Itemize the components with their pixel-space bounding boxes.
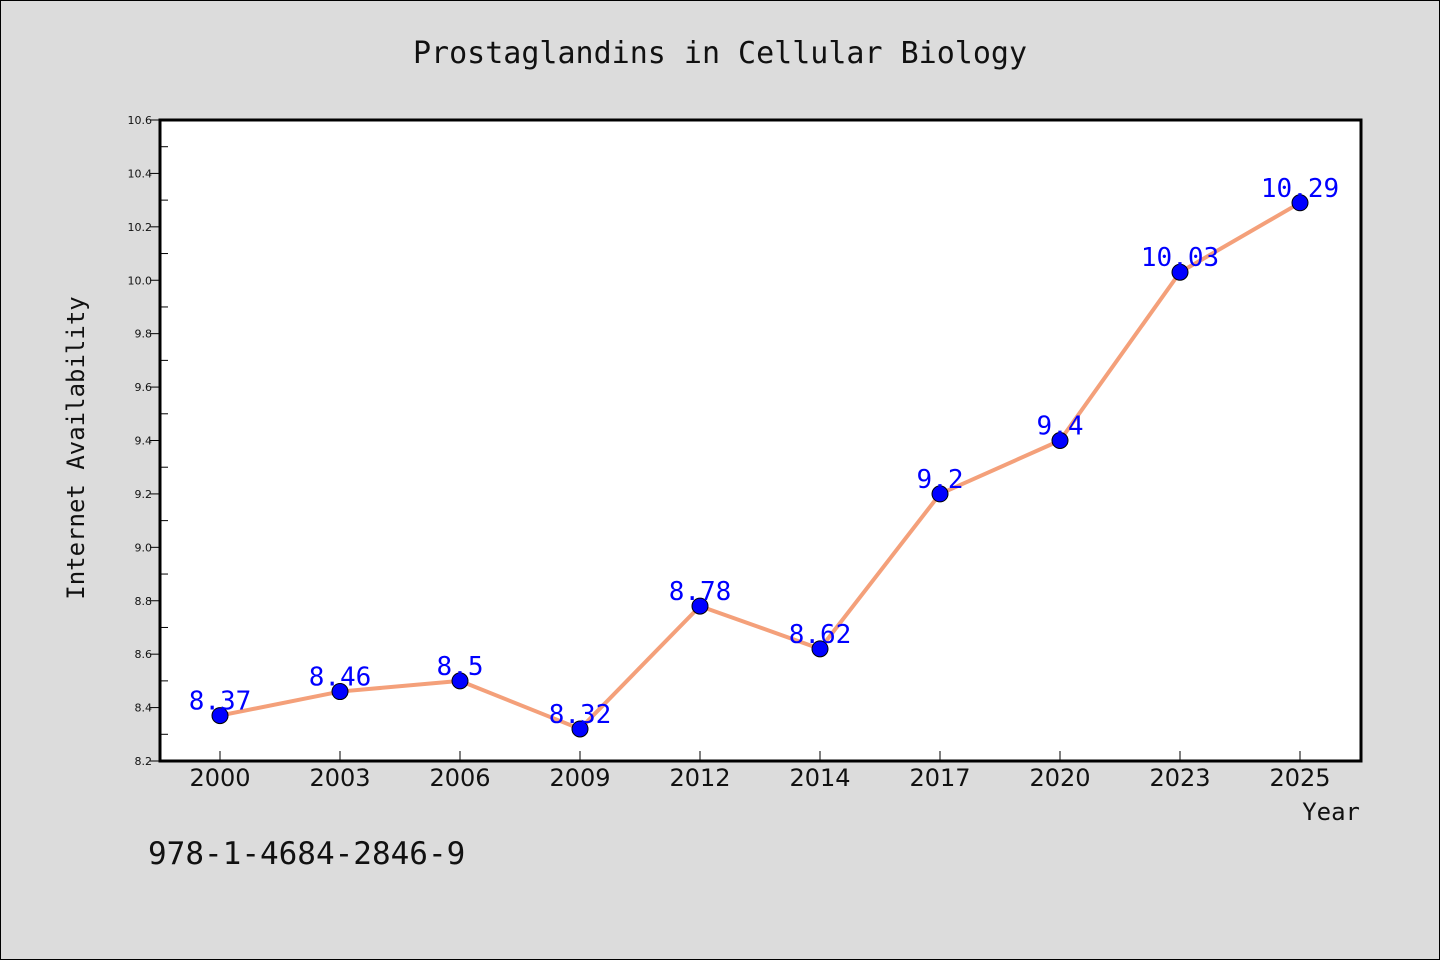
y-axis-label: Internet Availability bbox=[62, 296, 90, 599]
data-point bbox=[211, 707, 229, 725]
x-axis-label: Year bbox=[1302, 798, 1360, 826]
x-tick-label: 2006 bbox=[429, 764, 490, 792]
data-labels: 8.37 8.46 8.5 8.32 8.78 8.62 9.2 9.4 10.03 10.29 bbox=[189, 174, 1339, 730]
y-tick-label: 9.8 bbox=[135, 328, 153, 341]
data-point bbox=[571, 720, 589, 738]
y-tick-label: 8.6 bbox=[135, 648, 153, 661]
data-label: 8.32 bbox=[549, 700, 612, 730]
y-tick-label: 8.8 bbox=[135, 595, 153, 608]
data-label: 10.03 bbox=[1141, 243, 1219, 273]
data-point bbox=[331, 683, 349, 701]
y-axis-ticks: 8.2 8.4 8.6 8.8 9.0 9.2 9.4 9.6 9.8 10.0 10.2 10.4 1… bbox=[128, 114, 168, 768]
data-points bbox=[211, 194, 1309, 738]
data-label: 9.2 bbox=[917, 465, 964, 495]
y-tick-label: 8.2 bbox=[135, 755, 153, 768]
chart-title: Prostaglandins in Cellular Biology bbox=[413, 36, 1027, 71]
y-tick-label: 10.4 bbox=[128, 167, 153, 180]
y-tick-label: 9.0 bbox=[135, 541, 153, 554]
data-label: 8.62 bbox=[789, 620, 852, 650]
data-label: 10.29 bbox=[1261, 174, 1339, 204]
data-label: 8.46 bbox=[309, 663, 372, 693]
y-tick-label: 10.6 bbox=[128, 114, 153, 127]
data-point bbox=[811, 640, 829, 658]
x-tick-label: 2000 bbox=[189, 764, 250, 792]
plot-area bbox=[158, 118, 1363, 763]
data-point bbox=[1291, 194, 1309, 212]
x-tick-label: 2014 bbox=[789, 764, 850, 792]
data-label: 8.37 bbox=[189, 687, 252, 717]
x-tick-label: 2020 bbox=[1029, 764, 1090, 792]
data-point bbox=[931, 485, 949, 503]
data-label: 9.4 bbox=[1037, 412, 1084, 442]
x-tick-label: 2025 bbox=[1269, 764, 1330, 792]
isbn-text: 978-1-4684-2846-9 bbox=[148, 836, 465, 872]
y-tick-label: 8.4 bbox=[135, 702, 153, 715]
x-tick-label: 2003 bbox=[309, 764, 370, 792]
data-point bbox=[1171, 263, 1189, 281]
y-tick-label: 10.0 bbox=[128, 274, 153, 287]
data-point bbox=[691, 597, 709, 615]
data-point bbox=[1051, 432, 1069, 449]
x-tick-label: 2023 bbox=[1149, 764, 1210, 792]
x-tick-label: 2009 bbox=[549, 764, 610, 792]
y-tick-label: 9.2 bbox=[135, 488, 153, 501]
data-label: 8.78 bbox=[669, 577, 732, 607]
x-tick-label: 2017 bbox=[909, 764, 970, 792]
series-line bbox=[219, 201, 1302, 731]
data-label: 8.5 bbox=[437, 652, 484, 682]
x-axis-ticks: 2000 2003 2006 2009 2012 2014 2017 2020 2023 2025 bbox=[189, 751, 1331, 792]
y-tick-label: 9.4 bbox=[135, 435, 153, 448]
data-point bbox=[451, 672, 469, 690]
y-tick-label: 9.6 bbox=[135, 381, 153, 394]
y-tick-label: 10.2 bbox=[128, 221, 153, 234]
x-tick-label: 2012 bbox=[669, 764, 730, 792]
